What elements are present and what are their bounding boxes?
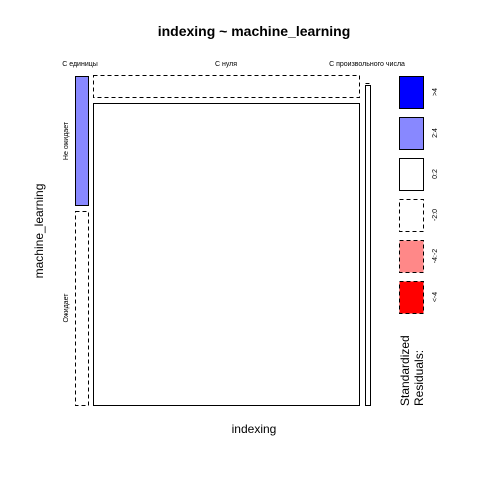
legend-swatch <box>399 158 424 191</box>
legend-label: 2:4 <box>432 128 439 138</box>
legend-title: Residuals: <box>412 350 426 406</box>
mosaic-tiles <box>75 75 371 406</box>
legend-swatch <box>399 117 424 150</box>
y-axis-label: machine_learning <box>32 184 46 279</box>
mosaic-tile <box>75 76 89 206</box>
mosaic-tile <box>365 85 371 406</box>
legend-swatch <box>399 199 424 232</box>
y-category-label: Не ожидает <box>63 121 70 160</box>
legend-title: Standardized <box>398 335 412 406</box>
x-category-label: С произвольного числа <box>329 61 405 68</box>
legend-label: -4:-2 <box>432 249 439 264</box>
legend: >4 2:4 0:2 -2:0 -4:-2 <-4 <box>399 76 439 314</box>
legend-label: 0:2 <box>432 169 439 179</box>
chart-title: indexing ~ machine_learning <box>158 23 351 39</box>
legend-label: <-4 <box>432 292 439 302</box>
x-axis-label: indexing <box>232 422 277 436</box>
y-category-label: Ожидает <box>63 293 70 323</box>
mosaic-tile <box>93 75 360 98</box>
mosaic-tile <box>93 103 360 406</box>
legend-swatch <box>399 281 424 314</box>
x-category-label: С единицы <box>62 61 98 68</box>
legend-label: -2:0 <box>432 209 439 221</box>
legend-label: >4 <box>432 88 439 96</box>
x-category-label: С нуля <box>215 61 237 68</box>
mosaic-tile <box>75 211 89 406</box>
legend-swatch <box>399 76 424 109</box>
legend-swatch <box>399 240 424 273</box>
